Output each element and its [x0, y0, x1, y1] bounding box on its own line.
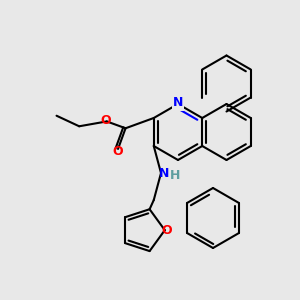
Text: H: H — [170, 169, 180, 182]
Text: O: O — [100, 114, 111, 127]
Text: N: N — [159, 167, 169, 179]
Text: O: O — [113, 146, 123, 158]
Text: N: N — [173, 97, 183, 110]
Text: N: N — [171, 95, 181, 109]
Text: O: O — [161, 224, 172, 237]
